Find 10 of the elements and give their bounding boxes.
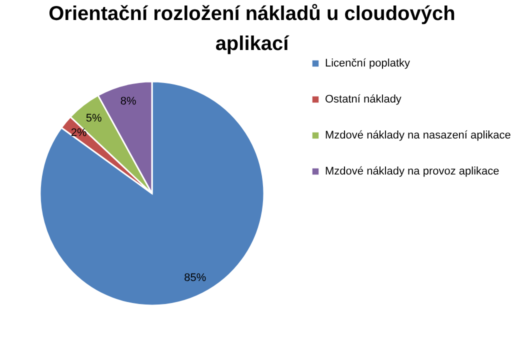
data-label: 5%: [86, 112, 102, 124]
data-label: 85%: [184, 272, 206, 284]
legend-label: Ostatní náklady: [325, 94, 402, 106]
legend-label: Licenční poplatky: [325, 58, 410, 70]
chart-title: Orientační rozložení nákladů u cloudových aplikací: [48, 3, 456, 55]
data-label: 2%: [70, 126, 87, 139]
pie-slice: [39, 80, 265, 306]
legend-label: Mzdové náklady na nasazení aplikace: [325, 130, 511, 142]
legend-label: Mzdové náklady na provoz aplikace: [325, 166, 500, 178]
data-label: 8%: [120, 95, 137, 108]
